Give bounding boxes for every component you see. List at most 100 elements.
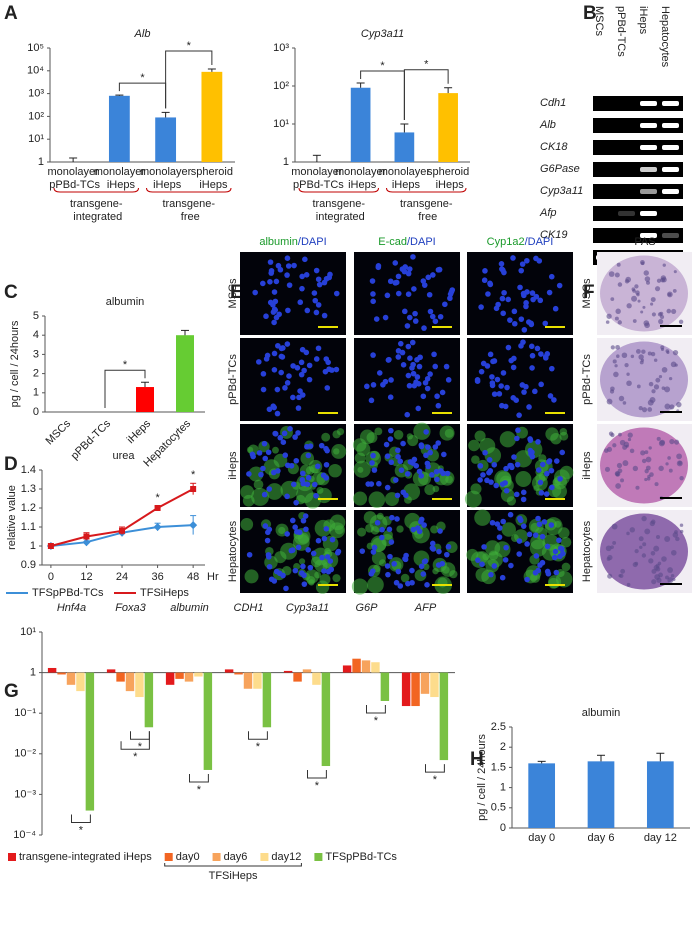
nucleus (324, 554, 331, 560)
nucleus (267, 259, 274, 265)
nucleus (400, 362, 407, 368)
significance-label: * (138, 741, 143, 753)
cell-dot (660, 277, 666, 283)
green-signal (515, 471, 532, 487)
cell-dot (666, 308, 672, 314)
row-label: MSCs (227, 278, 239, 308)
nucleus (271, 319, 277, 326)
cell-dot (672, 289, 677, 293)
nucleus (335, 548, 342, 555)
y-axis-label: relative value (6, 485, 18, 550)
gel-band (662, 145, 679, 150)
nucleus (427, 371, 433, 377)
nucleus (532, 569, 539, 576)
y-tick-label: 0 (500, 822, 506, 834)
nucleus (285, 307, 291, 314)
group-bracket (386, 187, 467, 193)
nucleus (410, 254, 416, 260)
nucleus (386, 526, 393, 533)
green-signal (315, 580, 330, 594)
nucleus (442, 301, 448, 308)
y-tick-label: 1.1 (21, 521, 36, 533)
nucleus (427, 308, 434, 315)
y-tick-label: 0 (33, 406, 39, 418)
cell-dot (622, 401, 627, 405)
nucleus (274, 386, 281, 393)
marker (83, 533, 90, 540)
nucleus (520, 489, 527, 496)
chart-title: Cyp3a11 (361, 28, 404, 40)
cell-dot (612, 540, 617, 545)
nucleus (385, 357, 392, 363)
nucleus (538, 490, 545, 496)
nucleus (552, 548, 559, 555)
green-signal (316, 487, 332, 504)
green-signal (475, 567, 490, 582)
nucleus (307, 443, 314, 449)
cell-dot (645, 280, 651, 285)
nucleus (499, 574, 506, 581)
nucleus (313, 309, 320, 316)
green-signal (365, 523, 374, 533)
bar (587, 761, 615, 828)
nucleus (489, 380, 496, 386)
x-tick-label: 36 (151, 571, 163, 583)
cell-dot (631, 295, 638, 302)
nucleus (418, 516, 425, 523)
nucleus (315, 276, 322, 283)
bar (361, 660, 371, 673)
cell-dot (679, 523, 684, 527)
nucleus (305, 452, 312, 459)
nucleus (295, 544, 302, 551)
significance-label: * (140, 72, 145, 84)
y-tick-label: 10⁻² (14, 748, 36, 760)
cell-dot (665, 462, 669, 466)
nucleus (482, 449, 488, 456)
nucleus (327, 271, 333, 278)
gel-band (640, 189, 657, 194)
nucleus (405, 291, 412, 297)
cell-dot (610, 297, 615, 301)
significance-label: * (187, 40, 192, 52)
chart-title: albumin (582, 707, 621, 719)
marker (189, 521, 198, 530)
chart-title: albumin (106, 296, 145, 308)
bar (176, 335, 194, 412)
cell-dot (658, 572, 663, 578)
y-tick-label: 10² (273, 80, 289, 92)
bar (401, 672, 411, 707)
cell-dot (667, 456, 671, 460)
cell-dot (621, 352, 628, 359)
nucleus (321, 312, 328, 319)
marker (82, 538, 91, 547)
nucleus (324, 447, 330, 454)
nucleus (368, 571, 375, 577)
cell-dot (643, 320, 650, 326)
nucleus (286, 282, 293, 288)
legend-label: day6 (224, 851, 248, 863)
lane-label: iHeps (637, 6, 649, 35)
cell-dot (609, 389, 615, 394)
x-tick-label: 48 (187, 571, 199, 583)
nucleus (534, 345, 541, 352)
nucleus (297, 388, 303, 394)
cell-dot (636, 384, 641, 389)
cell-dot (653, 545, 660, 552)
nucleus (311, 481, 318, 488)
row-label: MSCs (581, 278, 593, 308)
cell-dot (655, 566, 661, 572)
green-signal (363, 511, 377, 524)
marker (119, 527, 126, 534)
nucleus (503, 465, 509, 472)
category-label: Cyp3a11 (286, 602, 329, 614)
nucleus (429, 545, 436, 551)
nucleus (520, 496, 527, 503)
legend-swatch (164, 853, 173, 861)
cell-dot (616, 262, 621, 267)
green-signal (560, 536, 572, 548)
nucleus (418, 443, 425, 450)
nucleus (420, 571, 427, 577)
group-bracket (53, 187, 139, 193)
nucleus (289, 547, 296, 553)
nucleus (425, 274, 432, 281)
